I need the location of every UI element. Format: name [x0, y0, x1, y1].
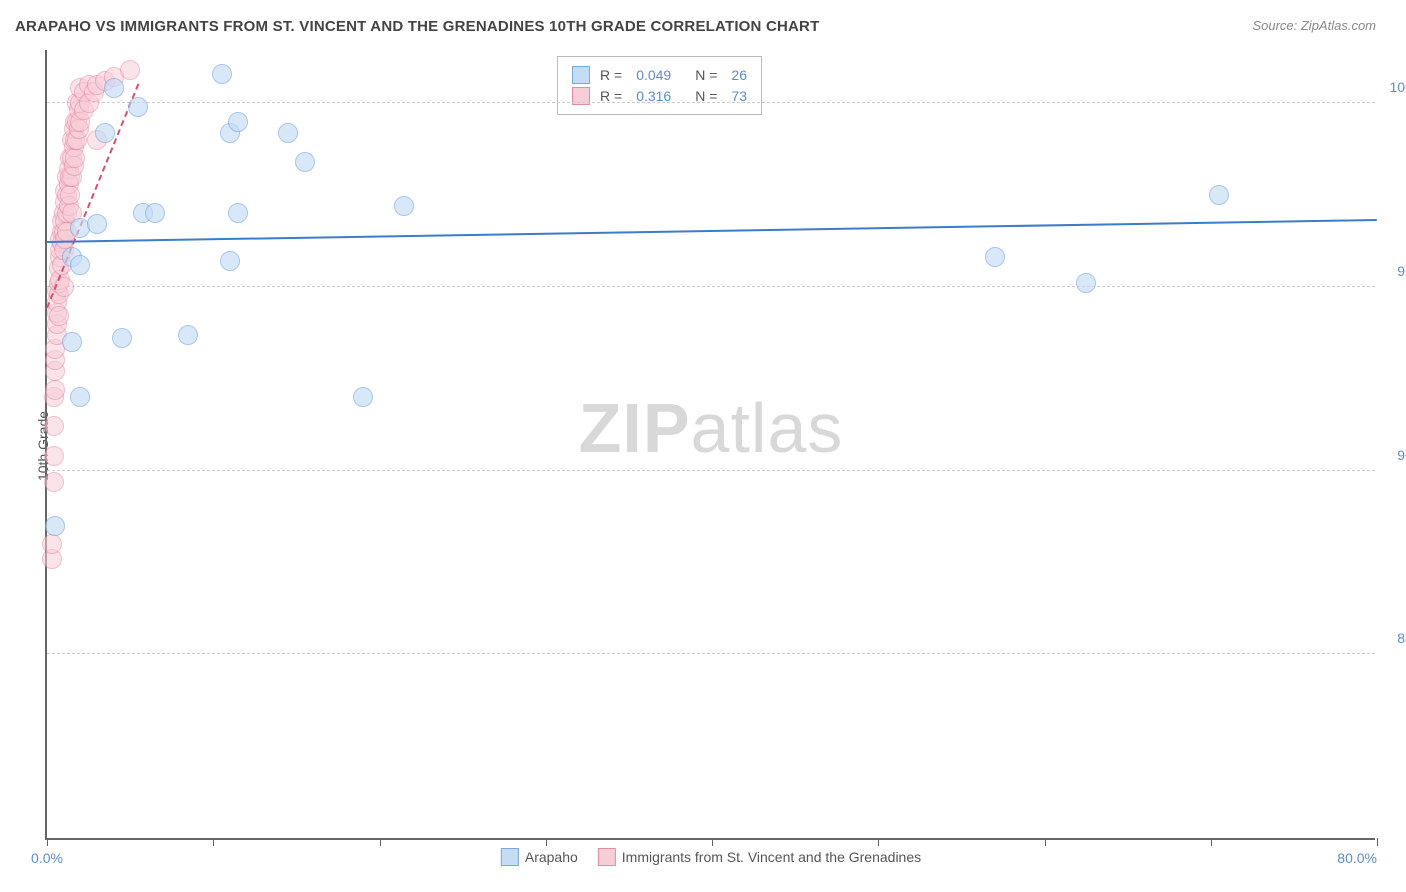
- legend-correlation-box: R =0.049N =26R = 0.316N =73: [557, 56, 762, 115]
- legend-n-label: N =: [695, 67, 717, 83]
- data-point: [178, 325, 198, 345]
- data-point: [70, 387, 90, 407]
- data-point: [985, 247, 1005, 267]
- data-point: [394, 196, 414, 216]
- data-point: [87, 214, 107, 234]
- trend-line: [47, 219, 1377, 243]
- data-point: [128, 97, 148, 117]
- data-point: [278, 123, 298, 143]
- data-point: [65, 148, 85, 168]
- data-point: [104, 78, 124, 98]
- x-tick: [213, 838, 214, 846]
- data-point: [70, 255, 90, 275]
- data-point: [44, 446, 64, 466]
- legend-swatch: [572, 66, 590, 84]
- legend-n-value: 26: [731, 67, 747, 83]
- x-tick-label: 80.0%: [1337, 850, 1377, 866]
- x-tick: [380, 838, 381, 846]
- watermark-light: atlas: [691, 389, 844, 467]
- data-point: [212, 64, 232, 84]
- data-point: [49, 306, 69, 326]
- data-point: [1209, 185, 1229, 205]
- legend-r-label: R =: [600, 67, 622, 83]
- gridline: [47, 470, 1375, 471]
- data-point: [353, 387, 373, 407]
- x-tick-label: 0.0%: [31, 850, 63, 866]
- x-tick: [712, 838, 713, 846]
- data-point: [220, 251, 240, 271]
- data-point: [44, 472, 64, 492]
- x-tick: [878, 838, 879, 846]
- data-point: [295, 152, 315, 172]
- legend-series: Arapaho Immigrants from St. Vincent and t…: [501, 848, 921, 866]
- gridline: [47, 653, 1375, 654]
- legend-item: Immigrants from St. Vincent and the Gren…: [598, 848, 921, 866]
- plot-area: ZIPatlas R =0.049N =26R = 0.316N =73 Ara…: [45, 50, 1375, 840]
- data-point: [145, 203, 165, 223]
- data-point: [42, 534, 62, 554]
- data-point: [1076, 273, 1096, 293]
- gridline: [47, 286, 1375, 287]
- y-tick-label: 95.0%: [1397, 263, 1406, 279]
- legend-label: Immigrants from St. Vincent and the Gren…: [622, 849, 921, 865]
- y-tick-label: 100.0%: [1390, 79, 1406, 95]
- x-tick: [47, 838, 48, 846]
- data-point: [45, 380, 65, 400]
- watermark-bold: ZIP: [579, 389, 691, 467]
- data-point: [120, 60, 140, 80]
- data-point: [44, 416, 64, 436]
- watermark: ZIPatlas: [579, 388, 844, 468]
- data-point: [45, 516, 65, 536]
- x-tick: [546, 838, 547, 846]
- source-attribution: Source: ZipAtlas.com: [1252, 18, 1376, 33]
- legend-row: R = 0.049 N = 26: [572, 66, 747, 84]
- legend-swatch: [598, 848, 616, 866]
- data-point: [112, 328, 132, 348]
- chart-title: ARAPAHO VS IMMIGRANTS FROM ST. VINCENT A…: [15, 18, 819, 35]
- data-point: [228, 112, 248, 132]
- data-point: [95, 123, 115, 143]
- gridline: [47, 102, 1375, 103]
- y-tick-label: 90.0%: [1397, 447, 1406, 463]
- x-tick: [1045, 838, 1046, 846]
- data-point: [62, 332, 82, 352]
- legend-r-value: 0.049: [636, 67, 671, 83]
- data-point: [228, 203, 248, 223]
- data-point: [60, 185, 80, 205]
- legend-label: Arapaho: [525, 849, 578, 865]
- legend-swatch: [501, 848, 519, 866]
- x-tick: [1377, 838, 1378, 846]
- legend-item: Arapaho: [501, 848, 578, 866]
- x-tick: [1211, 838, 1212, 846]
- y-tick-label: 85.0%: [1397, 630, 1406, 646]
